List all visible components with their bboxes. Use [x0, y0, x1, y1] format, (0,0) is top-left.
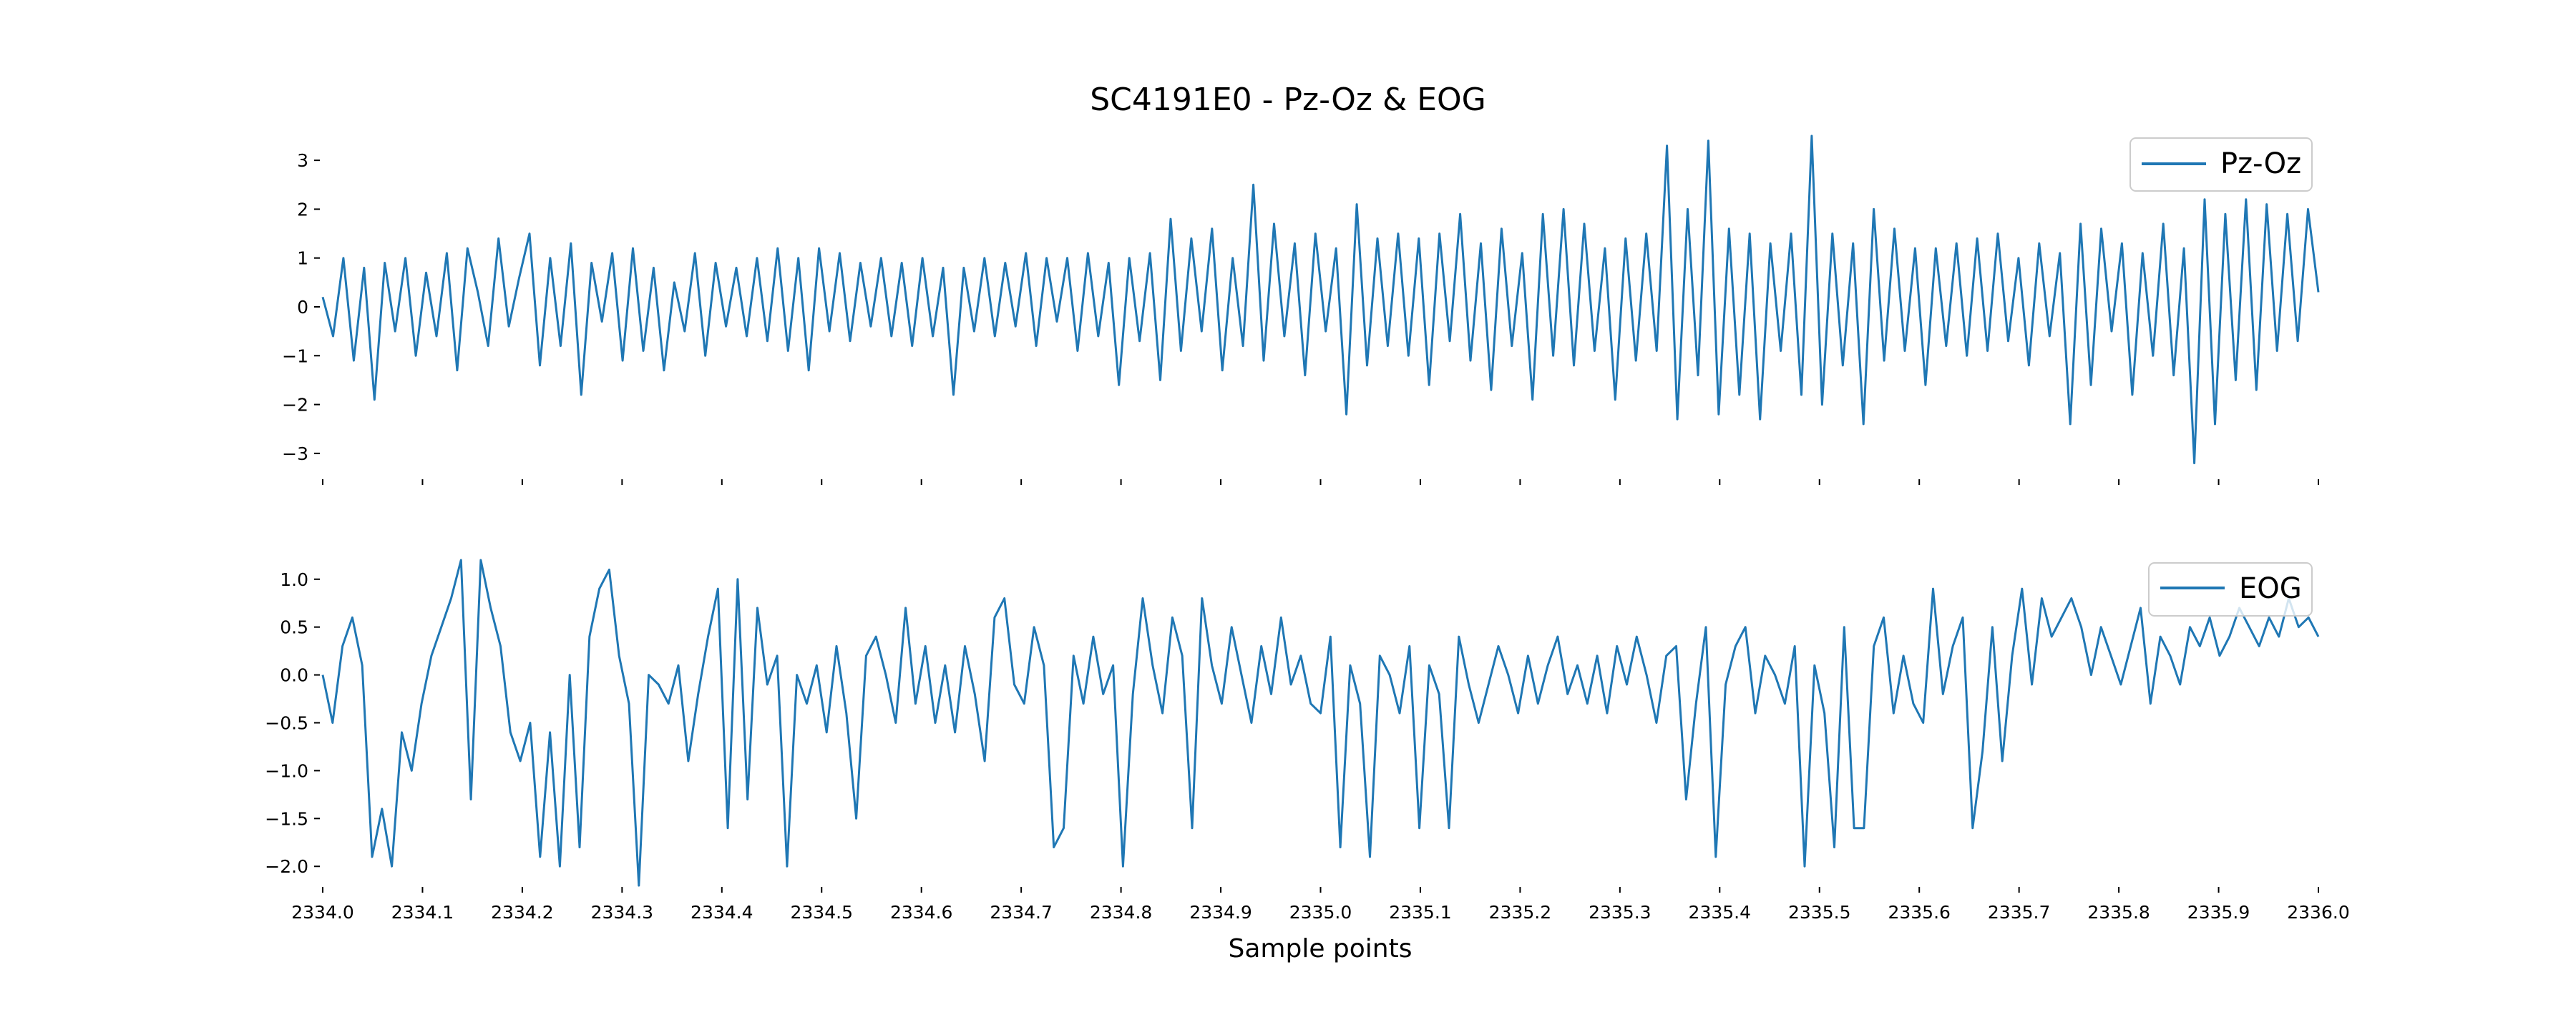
eog-x-tick-label: 2335.3	[1589, 902, 1651, 923]
pz-oz-y-tick-label: 0	[297, 297, 308, 318]
eog-legend-label: EOG	[2239, 572, 2302, 605]
eog-x-tick-label: 2334.1	[391, 902, 454, 923]
eog-x-tick-label: 2335.5	[1788, 902, 1850, 923]
pz-oz-y-tick-label: 3	[297, 150, 308, 171]
eog-x-tick-label: 2334.9	[1189, 902, 1252, 923]
x-axis-label: Sample points	[1229, 934, 1413, 963]
eog-x-tick-label: 2335.2	[1489, 902, 1551, 923]
pz-oz-legend-label: Pz-Oz	[2220, 147, 2301, 180]
eog-x-tick-label: 2334.4	[691, 902, 753, 923]
pz-oz-subplot: −3 −2 −1 0 1 2 3 Pz-Oz	[282, 134, 2320, 485]
eog-y-tick-label: −0.5	[265, 713, 308, 734]
eog-x-tick-label: 2335.6	[1888, 902, 1950, 923]
pz-oz-legend-box	[2129, 137, 2313, 192]
eog-series-line	[321, 559, 2320, 887]
eog-x-tick-label: 2336.0	[2287, 902, 2349, 923]
eog-x-tick-label: 2335.4	[1689, 902, 1751, 923]
eog-x-tick-label: 2334.2	[491, 902, 553, 923]
eog-y-tick-label: −2.0	[265, 856, 308, 877]
eog-x-tick-label: 2334.6	[890, 902, 952, 923]
eog-x-tick-label: 2335.7	[1988, 902, 2050, 923]
eog-x-tick-label: 2335.1	[1389, 902, 1451, 923]
pz-oz-series-line	[321, 134, 2320, 464]
eog-x-tick-label: 2334.0	[291, 902, 353, 923]
eog-y-axis: −2.0 −1.5 −1.0 −0.5 0.0 0.5 1.0	[265, 569, 320, 877]
eog-y-tick-label: −1.5	[265, 808, 308, 829]
eog-x-tick-label: 2334.8	[1090, 902, 1152, 923]
pz-oz-legend: Pz-Oz	[2129, 137, 2313, 192]
eog-legend-box	[2148, 562, 2313, 617]
eog-y-tick-label: 0.0	[280, 665, 308, 686]
eog-x-tick-label: 2334.5	[791, 902, 853, 923]
eog-x-tick-label: 2334.3	[591, 902, 653, 923]
eog-x-axis: 2334.0 2334.1 2334.2 2334.3 2334.4 2334.5 2334…	[291, 887, 2350, 923]
eog-legend: EOG	[2148, 562, 2313, 617]
pz-oz-y-tick-label: 2	[297, 199, 308, 220]
eog-y-tick-label: −1.0	[265, 760, 308, 781]
eog-y-tick-label: 1.0	[280, 569, 308, 590]
eog-x-tick-label: 2334.7	[990, 902, 1052, 923]
pz-oz-y-axis: −3 −2 −1 0 1 2 3	[282, 150, 320, 464]
eog-y-tick-label: 0.5	[280, 617, 308, 638]
eog-x-tick-label: 2335.8	[2087, 902, 2150, 923]
pz-oz-x-axis	[322, 479, 2319, 485]
eog-subplot: −2.0−1.5−1.0−0.50.00.51.0 2334.0 2334.1 23…	[265, 559, 2350, 923]
figure-title: SC4191E0 - Pz-Oz & EOG	[1090, 82, 1486, 118]
pz-oz-y-tick-label: −3	[282, 443, 308, 464]
pz-oz-y-tick-label: −1	[282, 345, 308, 366]
eog-x-tick-label: 2335.9	[2187, 902, 2250, 923]
pz-oz-y-tick-label: 1	[297, 248, 308, 269]
pz-oz-y-tick-label: −2	[282, 395, 308, 416]
eog-x-tick-label: 2335.0	[1289, 902, 1352, 923]
